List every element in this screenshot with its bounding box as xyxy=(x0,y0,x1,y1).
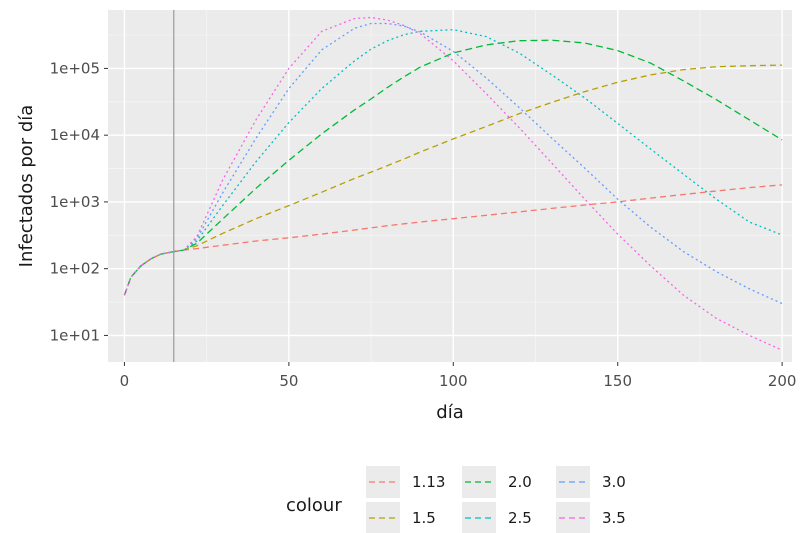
legend-label: 3.5 xyxy=(602,509,626,527)
legend-key-3-5: 3.5 xyxy=(556,502,626,533)
y-tick-label: 1e+02 xyxy=(50,260,100,278)
legend-key-3-0: 3.0 xyxy=(556,466,626,498)
legend-key-2-0: 2.0 xyxy=(462,466,532,498)
x-tick-label: 0 xyxy=(120,372,130,390)
y-tick-label: 1e+01 xyxy=(50,326,100,344)
panel-background xyxy=(108,10,792,362)
legend-key-1-5: 1.5 xyxy=(366,502,436,533)
x-tick-label: 200 xyxy=(768,372,797,390)
x-tick-label: 50 xyxy=(279,372,298,390)
y-tick-label: 1e+05 xyxy=(50,59,100,77)
series-line-2-5 xyxy=(123,29,783,296)
x-axis-ticks: 0 50 100 150 200 xyxy=(120,362,797,390)
legend-key-1-13: 1.13 xyxy=(366,466,445,498)
y-tick-label: 1e+03 xyxy=(50,193,100,211)
series-line-2-0 xyxy=(123,39,783,296)
legend-title: colour xyxy=(286,495,342,516)
legend-label: 3.0 xyxy=(602,473,626,491)
legend-key-2-5: 2.5 xyxy=(462,502,532,533)
y-axis-ticks: 1e+01 1e+02 1e+03 1e+04 1e+05 xyxy=(50,59,108,344)
y-axis-title: Infectados por día xyxy=(16,105,37,268)
legend: colour 1.13 1.5 2.0 2.5 3.0 3.5 xyxy=(286,466,626,533)
legend-label: 1.13 xyxy=(412,473,445,491)
legend-label: 1.5 xyxy=(412,509,436,527)
legend-label: 2.5 xyxy=(508,509,532,527)
series-line-1-5 xyxy=(123,64,783,296)
series-line-3-5 xyxy=(123,16,783,351)
legend-label: 2.0 xyxy=(508,473,532,491)
x-tick-label: 150 xyxy=(603,372,632,390)
x-tick-label: 100 xyxy=(439,372,468,390)
x-axis-title: día xyxy=(436,402,463,423)
series-layer xyxy=(123,10,783,362)
y-tick-label: 1e+04 xyxy=(50,126,100,144)
